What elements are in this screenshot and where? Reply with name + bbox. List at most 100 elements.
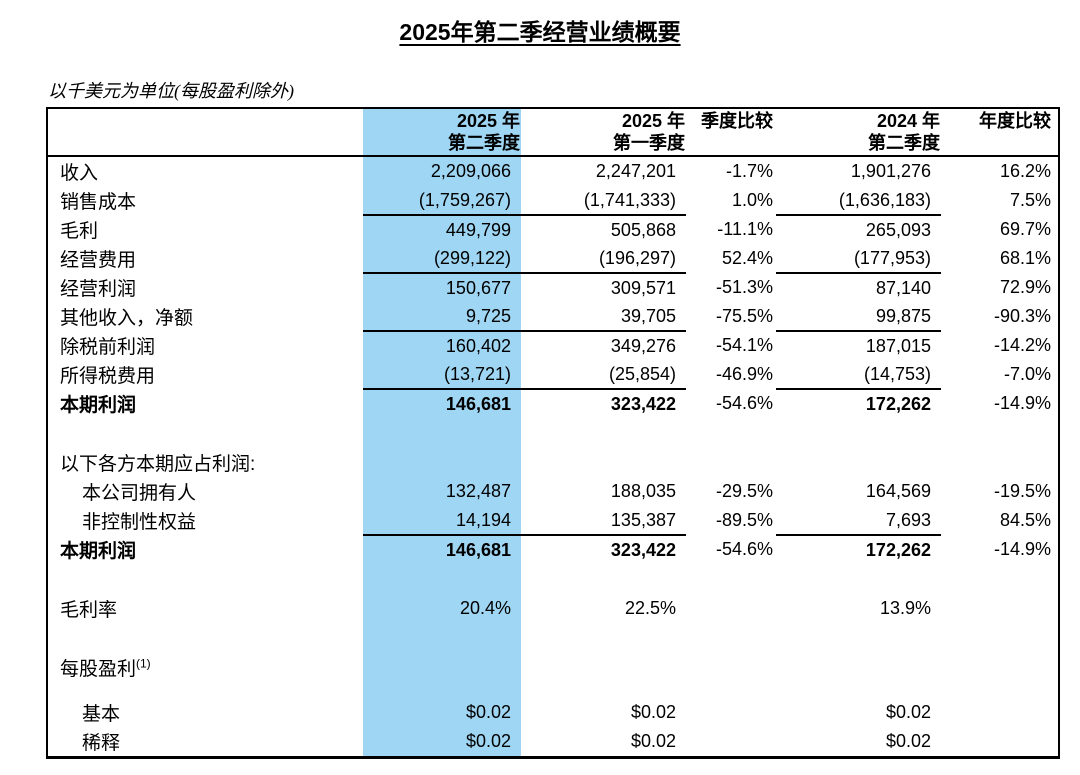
cell-q1-2025: 188,035 [610,481,676,502]
cell-q1-2025: 349,276 [610,335,676,356]
cell-q2-2025: 449,799 [363,215,521,245]
row-label: 每股盈利(1) [60,656,151,681]
cell-yoy-change: 68.1% [999,248,1051,269]
cell-qoq-change: 52.4% [721,248,773,269]
cell-q2-2025: (299,122) [363,244,521,275]
table-row: 本期利润 146,681 323,422 -54.6% 172,262 -14.9% [47,535,1059,565]
row-label: 本期利润 [60,395,137,417]
cell-yoy-change: -90.3% [993,306,1051,327]
row-label: 非控制性权益 [82,512,197,534]
spacer-cell [521,418,686,448]
row-label: 本期利润 [60,541,137,563]
spacer-cell [776,418,941,448]
cell-q1-2025: 39,705 [521,302,686,333]
cell-q1-2025: (196,297) [521,244,686,275]
spacer-cell [776,564,941,594]
results-table-header: 2025 年第二季度 2025 年第一季度 季度比较 2024 年第二季度 年度比较 [47,108,1059,158]
header-row: 2025 年第二季度 2025 年第一季度 季度比较 2024 年第二季度 年度比较 [47,108,1059,158]
column-header-qoq-change: 季度比较 [686,108,776,158]
table-row: 其他收入，净额 9,725 39,705 -75.5% 99,875 -90.3% [47,302,1059,333]
cell-q2-2024: (14,753) [776,360,941,391]
spacer-cell [363,564,521,595]
cell-q2-2024: (1,636,183) [776,186,941,217]
cell-q2-2024 [776,653,941,682]
cell-yoy-change: -14.9% [993,393,1051,414]
spacer-cell [776,682,941,698]
table-row: 毛利 449,799 505,868 -11.1% 265,093 69.7% [47,215,1059,245]
cell-q2-2024: 1,901,276 [850,161,931,182]
column-header-q2-2025: 2025 年第二季度 [363,108,521,158]
cell-q1-2025: 309,571 [610,277,676,298]
cell-yoy-change: -14.2% [993,335,1051,356]
table-row: 所得税费用 (13,721) (25,854) -46.9% (14,753) -7.0% [47,360,1059,391]
cell-q2-2025: 2,209,066 [363,156,521,187]
cell-yoy-change [941,448,1059,477]
cell-q2-2025 [363,448,521,478]
units-note: 以千美元为单位(每股盈利除外) [48,81,294,101]
spacer-cell [47,682,363,698]
row-label: 所得税费用 [60,366,156,388]
cell-q2-2025 [363,653,521,683]
header-text: 第二季度 [868,132,940,153]
spacer-cell [363,418,521,449]
cell-q1-2025: 323,422 [610,393,676,414]
spacer-cell [941,418,1059,448]
table-row: 经营利润 150,677 309,571 -51.3% 87,140 72.9% [47,273,1059,303]
header-text: 2024 年 [876,111,940,131]
results-table-body: 收入 2,209,066 2,247,201 -1.7% 1,901,276 16.2% 销… [47,156,1059,758]
cell-q2-2024: 172,262 [865,393,931,414]
cell-yoy-change [941,653,1059,682]
cell-q2-2024: 99,875 [776,302,941,333]
cell-q1-2025 [521,653,686,682]
cell-q2-2025: 14,194 [363,506,521,537]
table-row: 除税前利润 160,402 349,276 -54.1% 187,015 -14.2% [47,331,1059,361]
cell-q2-2025: 160,402 [363,331,521,361]
spacer-cell [363,682,521,699]
header-text: 2025 年 [456,111,520,131]
table-row: 经营费用 (299,122) (196,297) 52.4% (177,953) 68.1… [47,244,1059,275]
cell-q2-2025: 9,725 [363,302,521,333]
cell-q2-2024: 265,093 [865,219,931,240]
column-header-q1-2025: 2025 年第一季度 [521,108,686,158]
cell-q2-2024: 7,693 [776,506,941,537]
row-label: 毛利 [60,221,99,243]
header-text: 年度比较 [979,111,1051,131]
cell-q1-2025: 22.5% [624,598,676,619]
cell-q2-2025: (1,759,267) [363,186,521,217]
cell-qoq-change [686,698,776,727]
cell-qoq-change: -89.5% [715,510,773,531]
row-label: 经营利润 [60,279,137,301]
spacer-cell [686,564,776,594]
spacer-cell [521,623,686,653]
spacer-cell [686,418,776,448]
cell-yoy-change: 72.9% [999,277,1051,298]
cell-yoy-change: -7.0% [1003,364,1051,385]
cell-yoy-change: 84.5% [999,510,1051,531]
cell-q1-2025: (25,854) [521,360,686,391]
cell-q2-2025: 146,681 [363,535,521,565]
cell-q2-2025: 132,487 [363,477,521,507]
cell-qoq-change: 1.0% [731,190,773,211]
table-row: 基本 $0.02 $0.02 $0.02 [47,698,1059,728]
cell-q2-2024 [776,448,941,477]
cell-yoy-change [941,727,1059,758]
row-label: 本公司拥有人 [82,483,197,505]
cell-qoq-change [686,727,776,758]
cell-yoy-change [941,698,1059,727]
row-label: 除税前利润 [60,337,156,359]
cell-qoq-change: -51.3% [715,277,773,298]
table-row: 本公司拥有人 132,487 188,035 -29.5% 164,569 -19.5% [47,477,1059,507]
table-row: 本期利润 146,681 323,422 -54.6% 172,262 -14.9% [47,389,1059,419]
cell-yoy-change: 16.2% [999,161,1051,182]
cell-qoq-change [686,653,776,682]
cell-q1-2025: 2,247,201 [595,161,676,182]
spacer-cell [363,623,521,654]
cell-qoq-change: -29.5% [715,481,773,502]
header-text: 2025 年 [621,111,685,131]
spacer-cell [47,418,363,448]
header-text: 第二季度 [448,132,520,153]
cell-yoy-change: 7.5% [1009,190,1051,211]
cell-q2-2025: (13,721) [363,360,521,391]
cell-qoq-change: -75.5% [715,306,773,327]
row-label: 销售成本 [60,192,137,214]
